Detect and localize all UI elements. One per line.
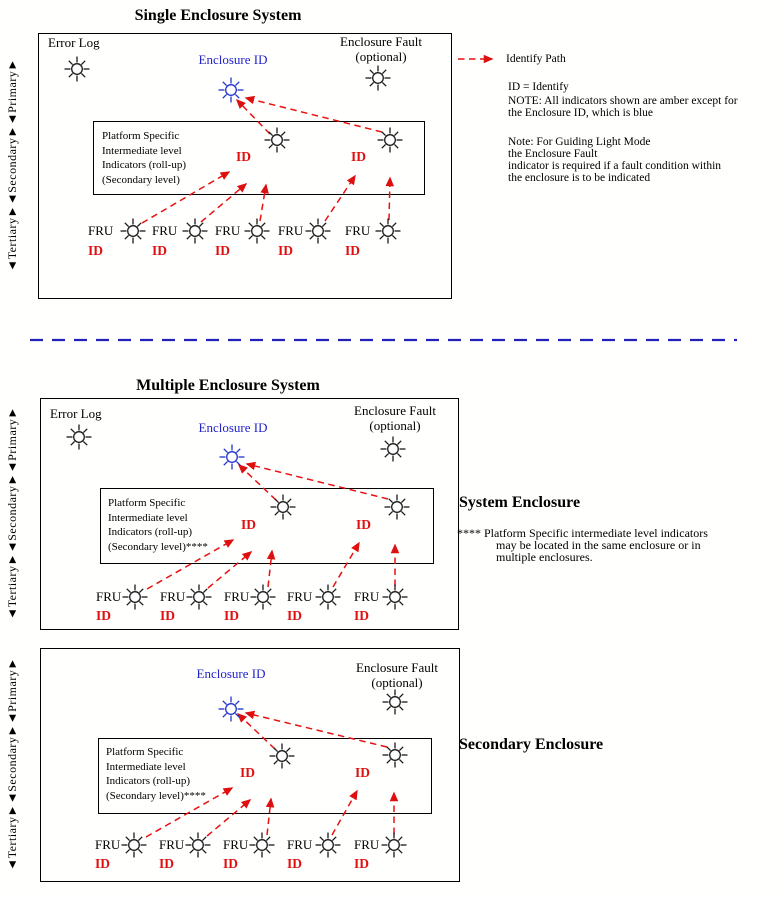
fru-id-label: ID (287, 608, 303, 623)
error-log-label: Error Log (48, 35, 100, 50)
fru-id-label: ID (224, 608, 240, 623)
fru-label: FRU (287, 837, 313, 852)
platform-box-line: (Secondary level)**** (106, 789, 206, 802)
fru-id-label: ID (88, 243, 104, 258)
fru-id-label: ID (223, 856, 239, 871)
platform-box-line: Intermediate level (106, 760, 186, 773)
hierarchy-axis-label: ◄Tertiary►◄Secondary►◄Primary► (5, 657, 19, 871)
intermediate-id-label: ID (240, 765, 256, 780)
legend-note-guiding: indicator is required if a fault conditi… (508, 160, 722, 172)
enclosure-fault-label: Enclosure Fault (optional) (344, 403, 446, 434)
platform-box-line: Indicators (roll-up) (106, 775, 190, 787)
fru-id-label: ID (95, 856, 111, 871)
fru-label: FRU (88, 223, 114, 238)
fru-id-label: ID (152, 243, 168, 258)
fru-id-label: ID (159, 856, 175, 871)
hierarchy-axis-label: ◄Tertiary►◄Secondary►◄Primary► (5, 406, 19, 620)
multi-enclosure-footnote: **** Platform Specific intermediate leve… (457, 526, 708, 540)
platform-box-line: Intermediate level (108, 511, 188, 524)
enclosure-fault-line2: (optional) (371, 674, 423, 690)
fru-label: FRU (215, 223, 241, 238)
system-enclosure-heading: System Enclosure (459, 494, 581, 511)
multi-enclosure-footnote: multiple enclosures. (496, 550, 593, 564)
legend-note-guiding: the enclosure is to be indicated (508, 172, 651, 184)
platform-box-line: Indicators (roll-up) (102, 159, 186, 171)
hierarchy-axis-label: ◄Tertiary►◄Secondary►◄Primary► (5, 58, 19, 272)
fru-id-label: ID (287, 856, 303, 871)
fru-id-label: ID (160, 608, 176, 623)
enclosure-id-label: Enclosure ID (198, 420, 268, 435)
fru-label: FRU (159, 837, 185, 852)
system-enclosure-outline-box (40, 398, 459, 630)
panel-title-single: Single Enclosure System (134, 7, 302, 24)
enclosure-id-label: Enclosure ID (198, 52, 268, 67)
legend-note-guiding: the Enclosure Fault (508, 148, 598, 160)
fru-id-label: ID (345, 243, 361, 258)
error-log-label: Error Log (50, 406, 102, 421)
enclosure-fault-line2: (optional) (369, 417, 421, 433)
fru-label: FRU (223, 837, 249, 852)
fru-id-label: ID (354, 608, 370, 623)
enclosure-fault-line1: Enclosure Fault (340, 34, 422, 49)
enclosure-id-label: Enclosure ID (196, 666, 266, 681)
fru-id-label: ID (278, 243, 294, 258)
intermediate-id-label: ID (241, 517, 257, 532)
secondary-enclosure-heading: Secondary Enclosure (459, 736, 604, 753)
fru-label: FRU (345, 223, 371, 238)
fru-label: FRU (224, 589, 250, 604)
platform-box-line: Platform Specific (108, 497, 186, 509)
enclosure-fault-label: Enclosure Fault (optional) (329, 34, 433, 65)
fru-label: FRU (95, 837, 121, 852)
panel-title-multiple: Multiple Enclosure System (136, 377, 320, 394)
multi-enclosure-footnote: may be located in the same enclosure or … (496, 538, 701, 552)
fru-label: FRU (278, 223, 304, 238)
platform-box-line: Indicators (roll-up) (108, 526, 192, 538)
platform-box-line: (Secondary level)**** (108, 540, 208, 553)
enclosure-fault-line2: (optional) (355, 48, 407, 64)
fru-label: FRU (152, 223, 178, 238)
platform-box-text: Platform Specific Intermediate level Ind… (108, 496, 208, 554)
fru-id-label: ID (96, 608, 112, 623)
legend-note-amber: the Enclosure ID, which is blue (508, 107, 653, 119)
fru-id-label: ID (215, 243, 231, 258)
legend-id-equals: ID = Identify (508, 81, 569, 93)
enclosure-fault-label: Enclosure Fault (optional) (346, 660, 448, 691)
single-enclosure-outline-box (38, 33, 452, 299)
intermediate-id-label: ID (356, 517, 372, 532)
platform-box-line: Intermediate level (102, 144, 182, 157)
secondary-enclosure-outline-box (40, 648, 460, 882)
legend-note-amber: NOTE: All indicators shown are amber exc… (508, 95, 738, 107)
enclosure-fault-line1: Enclosure Fault (356, 660, 438, 675)
platform-box-text: Platform Specific Intermediate level Ind… (102, 129, 186, 187)
intermediate-id-label: ID (351, 149, 367, 164)
legend-note-guiding: Note: For Guiding Light Mode (508, 136, 651, 148)
enclosure-fault-line1: Enclosure Fault (354, 403, 436, 418)
fru-label: FRU (287, 589, 313, 604)
fru-label: FRU (160, 589, 186, 604)
platform-box-text: Platform Specific Intermediate level Ind… (106, 745, 206, 803)
legend-identify-path-label: Identify Path (506, 53, 566, 65)
platform-box-line: (Secondary level) (102, 173, 180, 186)
fru-label: FRU (354, 837, 380, 852)
intermediate-id-label: ID (355, 765, 371, 780)
fru-label: FRU (354, 589, 380, 604)
platform-box-line: Platform Specific (102, 130, 180, 142)
platform-box-line: Platform Specific (106, 746, 184, 758)
fru-id-label: ID (354, 856, 370, 871)
fru-label: FRU (96, 589, 122, 604)
intermediate-id-label: ID (236, 149, 252, 164)
